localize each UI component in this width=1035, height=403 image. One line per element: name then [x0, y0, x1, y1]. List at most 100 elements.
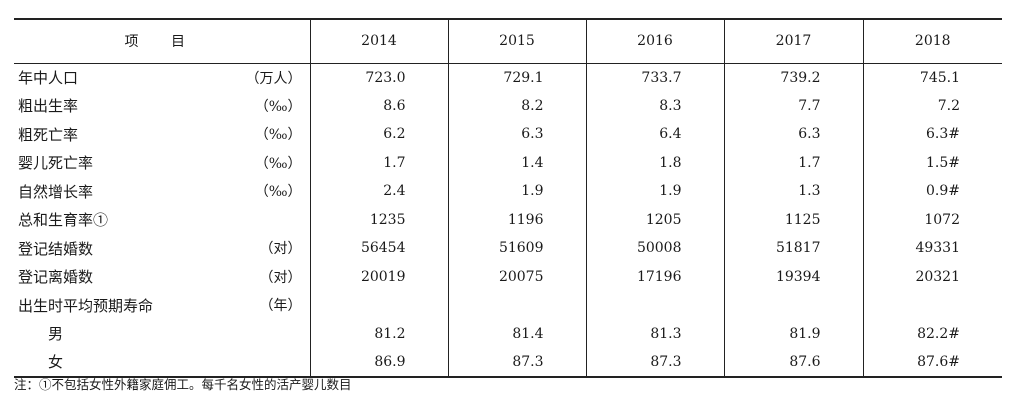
table-row: 粗死亡率 （‰） 6.2 6.3 6.4 6.3 6.3# [14, 120, 1002, 149]
row-label: 粗出生率 [18, 97, 79, 116]
row-unit: （对） [259, 241, 302, 258]
table-row: 男 81.2 81.4 81.3 81.9 82.2# [14, 319, 1002, 349]
table-row: 婴儿死亡率 （‰） 1.7 1.4 1.8 1.7 1.5# [14, 148, 1002, 178]
value-cell: 0.9# [862, 177, 1002, 206]
row-label: 粗死亡率 [18, 125, 79, 144]
value-cell: 20075 [447, 262, 586, 291]
value-cell: 87.3 [585, 348, 724, 378]
value-cell: 17196 [585, 262, 724, 291]
value-cell: 81.3 [585, 319, 724, 348]
value-cell: 745.1 [862, 63, 1002, 92]
value-cell: 87.6 [723, 348, 863, 378]
table-row: 登记离婚数 （对） 20019 20075 17196 19394 20321 [14, 262, 1002, 292]
value-cell [447, 291, 586, 320]
value-cell [723, 291, 863, 320]
table-row: 女 86.9 87.3 87.3 87.6 87.6# [14, 348, 1002, 378]
value-cell: 739.2 [723, 63, 863, 92]
statistics-table-container: 项 目 2014 2015 2016 2017 2018 年中人口 （万人） 723… [14, 18, 1002, 378]
value-cell: 81.2 [309, 319, 448, 348]
row-label: 婴儿死亡率 [18, 154, 94, 173]
row-item-cell: 婴儿死亡率 （‰） [14, 149, 310, 178]
row-unit: （万人） [245, 70, 302, 87]
table-row: 登记结婚数 （对） 56454 51609 50008 51817 49331 [14, 234, 1002, 263]
value-cell: 2.4 [309, 177, 448, 206]
value-cell: 20321 [862, 262, 1002, 291]
row-label: 登记离婚数 [18, 268, 94, 287]
row-item-cell: 粗死亡率 （‰） [14, 120, 310, 149]
row-unit: （‰） [254, 184, 302, 201]
value-cell [585, 291, 724, 320]
value-cell: 1.9 [585, 177, 724, 206]
header-year-2014: 2014 [309, 18, 448, 64]
row-unit: （‰） [254, 127, 302, 144]
row-unit: （‰） [254, 155, 302, 172]
table-header-row: 项 目 2014 2015 2016 2017 2018 [14, 18, 1002, 64]
value-cell: 6.4 [585, 120, 724, 149]
value-cell: 6.3# [862, 120, 1002, 149]
value-cell: 56454 [309, 234, 448, 263]
value-cell: 8.6 [309, 91, 448, 120]
row-item-cell: 女 [14, 348, 310, 378]
value-cell: 733.7 [585, 63, 724, 92]
value-cell [309, 291, 448, 320]
table-row: 总和生育率① 1235 1196 1205 1125 1072 [14, 205, 1002, 235]
row-item-cell: 年中人口 （万人） [14, 63, 310, 92]
row-item-cell: 自然增长率 （‰） [14, 177, 310, 206]
value-cell: 6.3 [447, 120, 586, 149]
value-cell: 87.3 [447, 348, 586, 378]
row-item-cell: 出生时平均预期寿命 （年） [14, 291, 310, 320]
value-cell: 6.3 [723, 120, 863, 149]
table-row: 年中人口 （万人） 723.0 729.1 733.7 739.2 745.1 [14, 63, 1002, 92]
value-cell: 8.3 [585, 91, 724, 120]
row-unit: （对） [259, 269, 302, 286]
value-cell: 19394 [723, 262, 863, 291]
value-cell: 82.2# [862, 319, 1002, 348]
value-cell: 1.9 [447, 177, 586, 206]
value-cell: 87.6# [862, 348, 1002, 378]
row-item-cell: 男 [14, 320, 310, 349]
value-cell: 1.8 [585, 148, 724, 177]
value-cell: 7.2 [862, 91, 1002, 120]
table-body: 年中人口 （万人） 723.0 729.1 733.7 739.2 745.1 粗出生率 （‰）… [14, 63, 1002, 378]
header-item: 项 目 [14, 18, 310, 64]
value-cell: 729.1 [447, 63, 586, 92]
row-item-cell: 总和生育率① [14, 206, 310, 235]
value-cell: 1.7 [309, 148, 448, 177]
value-cell: 86.9 [309, 348, 448, 378]
value-cell: 51817 [723, 234, 863, 263]
row-unit: （年） [259, 298, 302, 315]
value-cell: 7.7 [723, 91, 863, 120]
row-label: 出生时平均预期寿命 [18, 296, 154, 315]
row-label: 男 [48, 325, 64, 344]
header-year-2018: 2018 [862, 18, 1002, 64]
value-cell: 81.4 [447, 319, 586, 348]
value-cell: 1125 [723, 205, 863, 234]
value-cell: 1.5# [862, 148, 1002, 177]
row-item-cell: 登记结婚数 （对） [14, 234, 310, 263]
population-statistics-table: 项 目 2014 2015 2016 2017 2018 年中人口 （万人） 723… [14, 18, 1002, 378]
value-cell: 1.7 [723, 148, 863, 177]
value-cell: 1.4 [447, 148, 586, 177]
value-cell: 1205 [585, 205, 724, 234]
table-row: 粗出生率 （‰） 8.6 8.2 8.3 7.7 7.2 [14, 91, 1002, 121]
value-cell: 1235 [309, 205, 448, 234]
value-cell: 1072 [862, 205, 1002, 234]
value-cell: 8.2 [447, 91, 586, 120]
value-cell: 49331 [862, 234, 1002, 263]
row-item-cell: 登记离婚数 （对） [14, 263, 310, 292]
value-cell: 6.2 [309, 120, 448, 149]
value-cell: 20019 [309, 262, 448, 291]
row-unit: （‰） [254, 98, 302, 115]
footnote: 注：①不包括女性外籍家庭佣工。每千名女性的活产婴儿数目 [14, 377, 352, 392]
row-label: 女 [48, 353, 64, 372]
value-cell: 81.9 [723, 319, 863, 348]
value-cell: 1.3 [723, 177, 863, 206]
row-label: 总和生育率① [18, 211, 109, 230]
header-year-2017: 2017 [723, 18, 863, 64]
table-row: 出生时平均预期寿命 （年） [14, 291, 1002, 320]
value-cell: 723.0 [309, 63, 448, 92]
row-item-cell: 粗出生率 （‰） [14, 92, 310, 121]
row-label: 登记结婚数 [18, 239, 94, 258]
row-label: 年中人口 [18, 69, 79, 87]
table-row: 自然增长率 （‰） 2.4 1.9 1.9 1.3 0.9# [14, 177, 1002, 206]
